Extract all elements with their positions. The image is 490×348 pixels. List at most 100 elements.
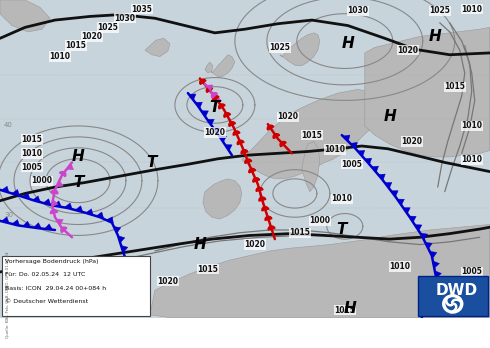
Polygon shape <box>433 261 440 268</box>
Polygon shape <box>51 190 58 194</box>
Polygon shape <box>75 206 83 212</box>
Text: 1005: 1005 <box>461 268 482 276</box>
Text: 1015: 1015 <box>444 82 465 91</box>
Text: H: H <box>343 301 356 316</box>
Polygon shape <box>150 224 490 318</box>
Polygon shape <box>267 125 274 130</box>
Circle shape <box>443 295 463 313</box>
Text: 1020: 1020 <box>245 240 266 249</box>
Polygon shape <box>241 150 248 154</box>
Polygon shape <box>22 193 30 199</box>
Polygon shape <box>205 62 213 73</box>
Text: 1020: 1020 <box>204 128 225 137</box>
Polygon shape <box>96 212 104 218</box>
Polygon shape <box>219 136 226 142</box>
Text: 1015: 1015 <box>457 304 478 313</box>
Text: 1025: 1025 <box>98 23 119 32</box>
Polygon shape <box>145 38 170 57</box>
Polygon shape <box>435 271 441 278</box>
Polygon shape <box>32 196 40 202</box>
Text: 1015: 1015 <box>66 41 86 50</box>
Text: 1005: 1005 <box>342 160 362 169</box>
Polygon shape <box>213 128 220 134</box>
Polygon shape <box>365 158 372 164</box>
Polygon shape <box>256 187 263 191</box>
Polygon shape <box>343 135 350 141</box>
Polygon shape <box>189 94 196 100</box>
Polygon shape <box>118 236 125 243</box>
Polygon shape <box>206 87 213 93</box>
Text: 1020: 1020 <box>401 137 422 146</box>
Polygon shape <box>403 207 410 214</box>
Polygon shape <box>65 203 73 209</box>
Text: Quelle: KBr, Feb, OLB, DWD, GFS-01.02.24: Quelle: KBr, Feb, OLB, DWD, GFS-01.02.24 <box>6 251 10 338</box>
Polygon shape <box>0 0 50 32</box>
Polygon shape <box>350 142 357 149</box>
Text: 1035: 1035 <box>131 5 152 14</box>
Text: 1030: 1030 <box>347 7 368 15</box>
Polygon shape <box>415 224 422 231</box>
Text: 1005: 1005 <box>22 163 43 172</box>
Text: Für: Do. 02.05.24  12 UTC: Für: Do. 02.05.24 12 UTC <box>5 272 85 277</box>
Text: 1015: 1015 <box>197 265 219 274</box>
Polygon shape <box>265 216 272 220</box>
Polygon shape <box>203 179 242 219</box>
Polygon shape <box>233 131 240 135</box>
Text: T: T <box>73 175 83 190</box>
Polygon shape <box>106 217 113 223</box>
Circle shape <box>446 298 459 310</box>
Text: 1020: 1020 <box>397 46 418 55</box>
Text: 1015: 1015 <box>290 228 310 237</box>
Polygon shape <box>259 197 266 201</box>
Polygon shape <box>114 227 121 233</box>
Text: H: H <box>342 36 354 51</box>
Text: 1010: 1010 <box>461 5 482 14</box>
Text: 1020: 1020 <box>157 277 178 286</box>
Polygon shape <box>67 164 74 170</box>
Polygon shape <box>207 119 214 125</box>
Polygon shape <box>385 182 392 189</box>
Polygon shape <box>195 102 202 108</box>
Polygon shape <box>1 186 9 192</box>
Polygon shape <box>253 178 260 182</box>
Text: 40: 40 <box>4 122 13 128</box>
Polygon shape <box>378 174 385 180</box>
Polygon shape <box>51 199 58 207</box>
Text: 1020: 1020 <box>81 32 102 41</box>
Polygon shape <box>54 201 62 207</box>
Polygon shape <box>371 166 379 172</box>
Text: 1010: 1010 <box>331 195 352 204</box>
Text: © Deutscher Wetterdienst: © Deutscher Wetterdienst <box>5 299 88 304</box>
Text: 1010: 1010 <box>434 283 455 292</box>
FancyBboxPatch shape <box>418 276 488 316</box>
Polygon shape <box>1 217 9 223</box>
Polygon shape <box>426 300 433 307</box>
Polygon shape <box>397 199 404 205</box>
Polygon shape <box>12 189 20 196</box>
Polygon shape <box>213 96 219 101</box>
Text: H: H <box>194 237 206 252</box>
Text: H: H <box>431 301 444 316</box>
Polygon shape <box>242 89 390 179</box>
Polygon shape <box>425 242 432 249</box>
Text: 1025: 1025 <box>270 43 290 52</box>
Text: H: H <box>72 150 84 165</box>
Polygon shape <box>422 309 429 316</box>
Polygon shape <box>262 207 269 211</box>
Text: 1010: 1010 <box>22 149 43 158</box>
Polygon shape <box>249 168 256 173</box>
Text: DWD: DWD <box>436 283 478 298</box>
Polygon shape <box>45 224 52 230</box>
Text: 1015: 1015 <box>22 135 43 144</box>
Polygon shape <box>430 290 437 298</box>
Polygon shape <box>211 93 218 98</box>
Text: Basis: ICON  29.04.24 00+084 h: Basis: ICON 29.04.24 00+084 h <box>5 286 106 291</box>
Text: 30: 30 <box>4 212 13 218</box>
FancyBboxPatch shape <box>2 255 150 316</box>
Polygon shape <box>206 85 213 91</box>
Polygon shape <box>200 79 206 85</box>
Text: 1015: 1015 <box>334 306 355 315</box>
Text: 1010: 1010 <box>389 262 410 271</box>
Polygon shape <box>409 216 416 222</box>
Polygon shape <box>201 111 208 117</box>
